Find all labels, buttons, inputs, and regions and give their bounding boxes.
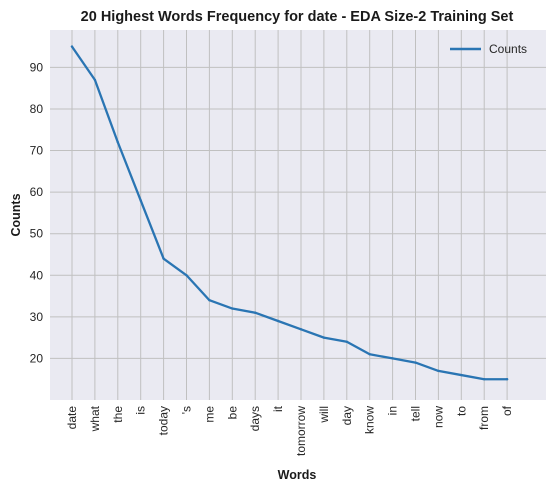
data-point [254, 311, 257, 314]
x-tick-label: be [225, 406, 239, 420]
data-point [437, 369, 440, 373]
x-tick-label: days [248, 406, 262, 431]
data-point [414, 361, 417, 364]
y-tick-label: 40 [30, 268, 44, 282]
data-point [368, 353, 371, 356]
x-tick-label: to [454, 406, 468, 416]
chart-title: 20 Highest Words Frequency for date - ED… [81, 9, 514, 25]
data-point [460, 373, 463, 377]
x-tick-label: will [317, 406, 331, 424]
x-tick-label: date [65, 406, 79, 430]
series-line-group [70, 45, 509, 381]
y-tick-label: 90 [30, 60, 44, 74]
x-axis: date what the is today's me be days it tomorrow wi… [65, 405, 514, 456]
x-tick-label: tomorrow [294, 406, 308, 456]
x-axis-label: Words [278, 468, 317, 482]
x-tick-label: tell [409, 406, 423, 421]
legend: Counts [450, 42, 527, 56]
data-point [116, 141, 120, 144]
y-axis-label: Counts [9, 193, 23, 236]
data-point [322, 336, 326, 339]
y-tick-label: 70 [30, 144, 44, 158]
y-tick-label: 20 [30, 351, 44, 365]
x-tick-label: what [88, 405, 102, 432]
x-tick-label: today [157, 406, 171, 435]
x-tick-label: in [386, 406, 400, 415]
x-tick-label: me [202, 406, 216, 423]
x-tick-label: from [477, 406, 491, 430]
plot-area [50, 30, 546, 400]
data-point [70, 45, 74, 48]
x-tick-label: the [111, 406, 125, 423]
data-point [276, 319, 280, 323]
data-point [208, 299, 211, 302]
data-point [483, 378, 486, 381]
x-tick-label: is [134, 406, 148, 415]
y-tick-label: 30 [30, 310, 44, 324]
data-point [139, 199, 142, 202]
data-point [231, 307, 234, 310]
y-tick-label: 60 [30, 185, 44, 199]
data-point [185, 274, 188, 277]
x-tick-label: 's [180, 406, 194, 414]
x-tick-label: now [431, 406, 445, 428]
data-point [93, 78, 97, 82]
data-point [505, 378, 509, 381]
x-tick-label: day [340, 406, 354, 425]
data-point [391, 357, 394, 360]
legend-label-counts: Counts [489, 42, 527, 56]
data-point [162, 257, 165, 260]
y-tick-label: 50 [30, 227, 44, 241]
x-tick-label: of [500, 405, 514, 416]
y-axis: 20 30 40 50 60 70 80 90 [30, 60, 44, 365]
data-point [345, 340, 348, 343]
y-tick-label: 80 [30, 102, 44, 116]
data-point [299, 328, 303, 331]
x-tick-label: it [271, 405, 285, 412]
grid-lines [50, 30, 546, 400]
series-line-counts [70, 45, 509, 381]
x-tick-label: know [363, 406, 377, 434]
